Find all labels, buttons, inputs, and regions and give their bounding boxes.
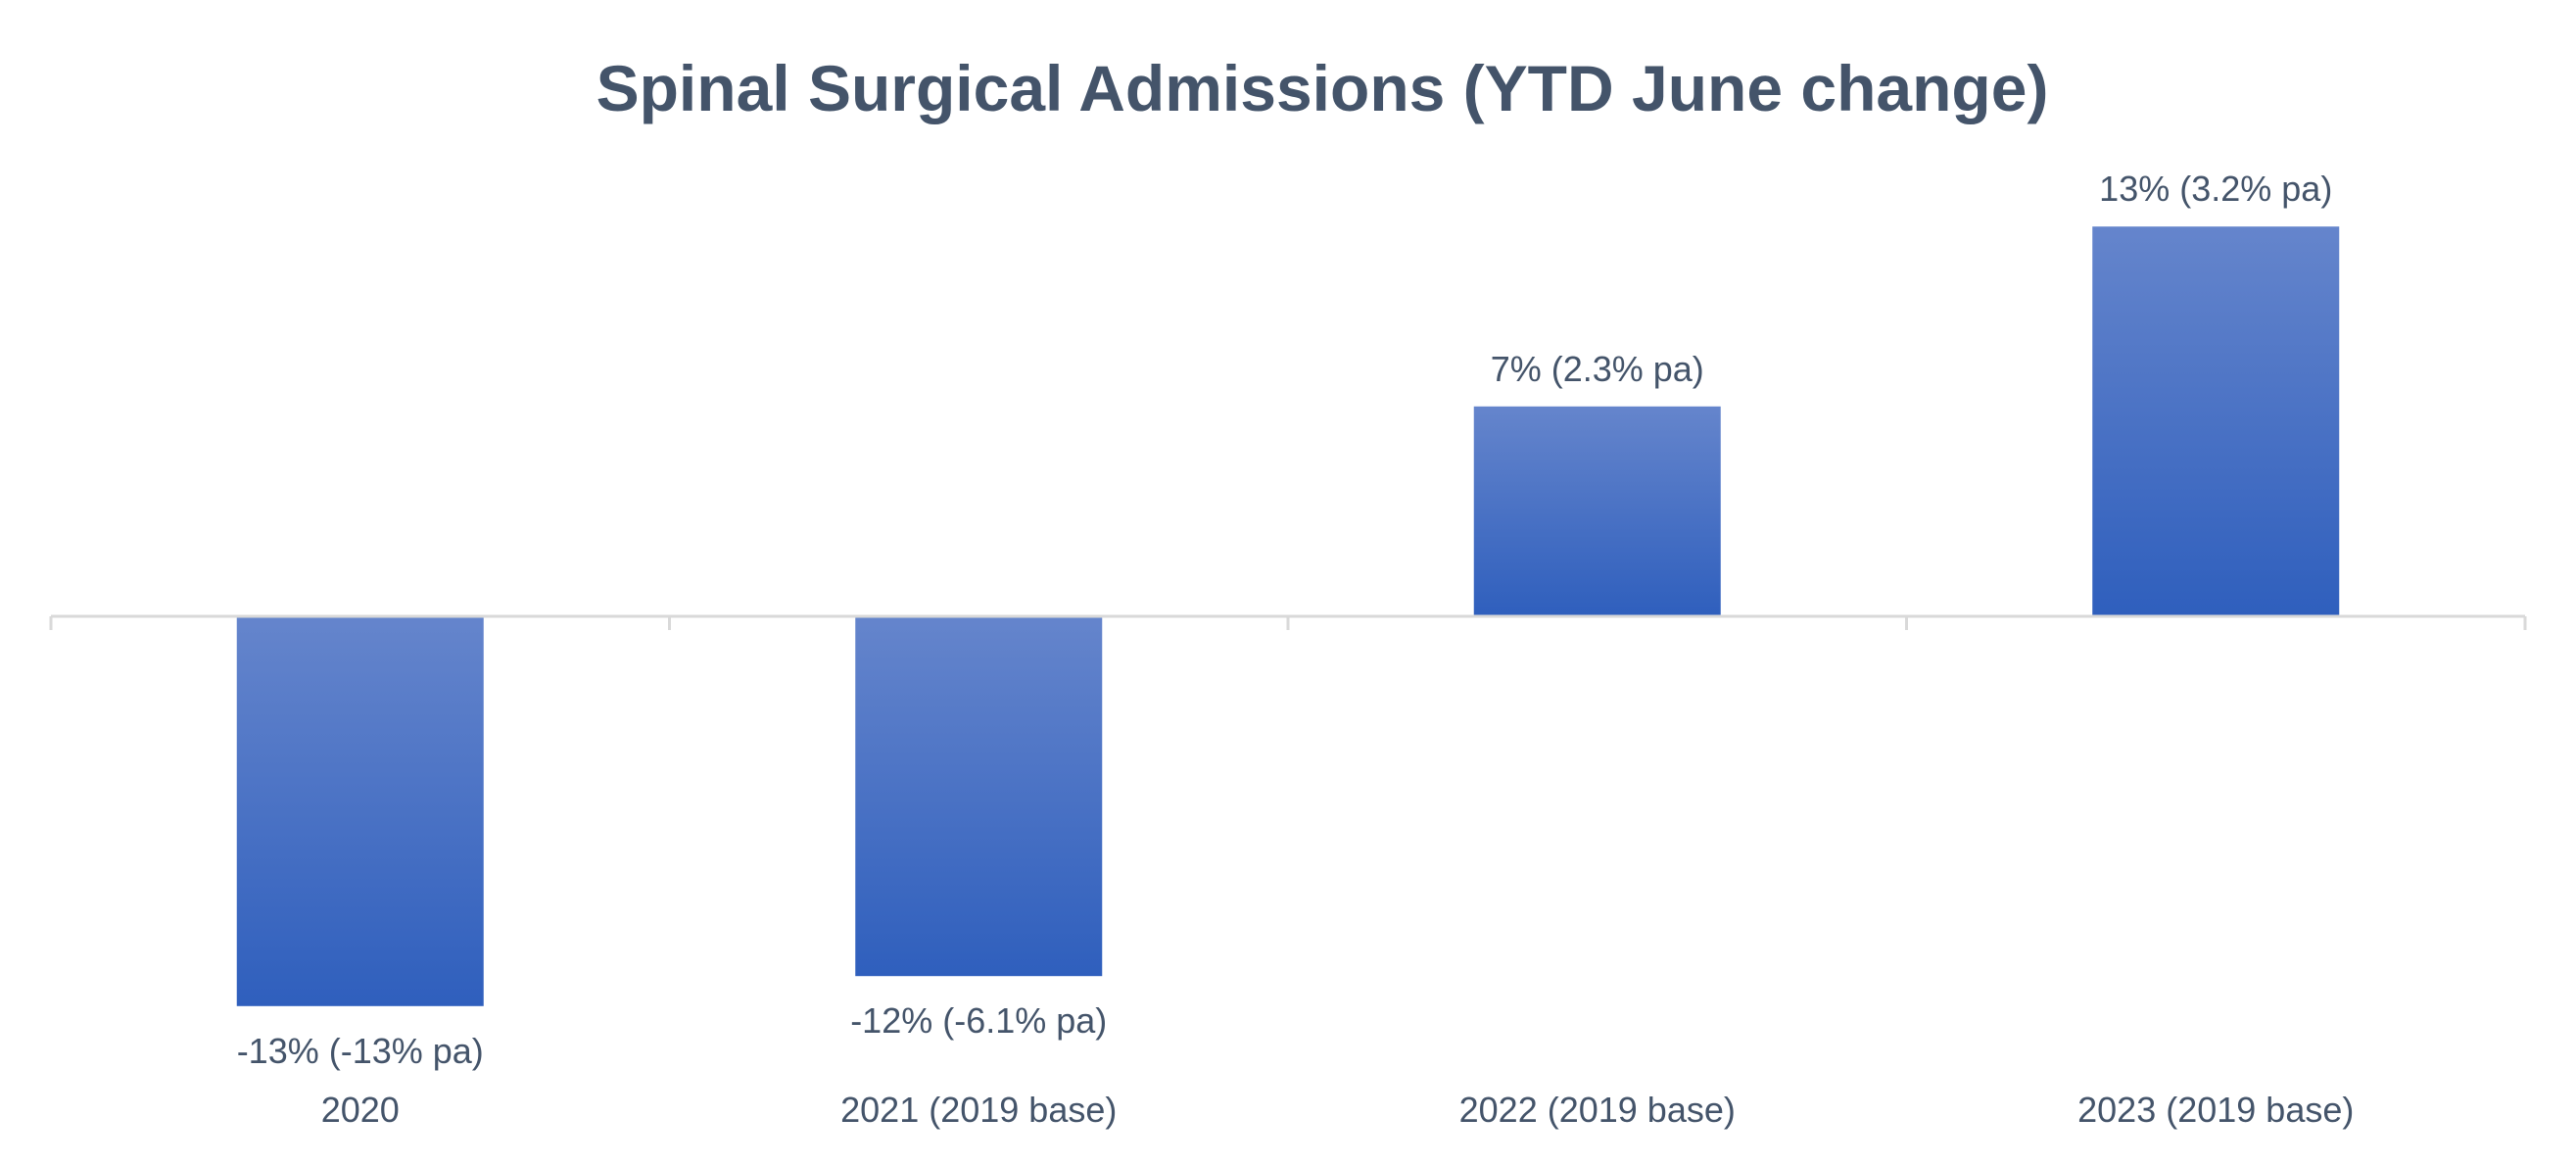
- bar-2: [855, 616, 1103, 977]
- category-label-4: 2023 (2019 base): [2077, 1090, 2354, 1130]
- bar-4: [2092, 226, 2340, 616]
- data-label-1: -13% (-13% pa): [237, 1031, 484, 1071]
- bar-3: [1473, 406, 1721, 616]
- data-label-3: 7% (2.3% pa): [1491, 349, 1704, 389]
- bars-layer: [236, 226, 2340, 1006]
- data-label-4: 13% (3.2% pa): [2099, 169, 2332, 209]
- category-label-3: 2022 (2019 base): [1459, 1090, 1736, 1130]
- category-label-2: 2021 (2019 base): [840, 1090, 1117, 1130]
- category-labels: 2020 2021 (2019 base) 2022 (2019 base) 2023…: [321, 1090, 2355, 1130]
- bar-1: [236, 616, 484, 1006]
- chart-title: Spinal Surgical Admissions (YTD June cha…: [596, 52, 2049, 124]
- x-axis: [49, 614, 2527, 630]
- data-label-2: -12% (-6.1% pa): [850, 1000, 1107, 1041]
- category-label-1: 2020: [321, 1090, 400, 1130]
- data-labels: -13% (-13% pa) -12% (-6.1% pa) 7% (2.3% pa…: [237, 169, 2333, 1071]
